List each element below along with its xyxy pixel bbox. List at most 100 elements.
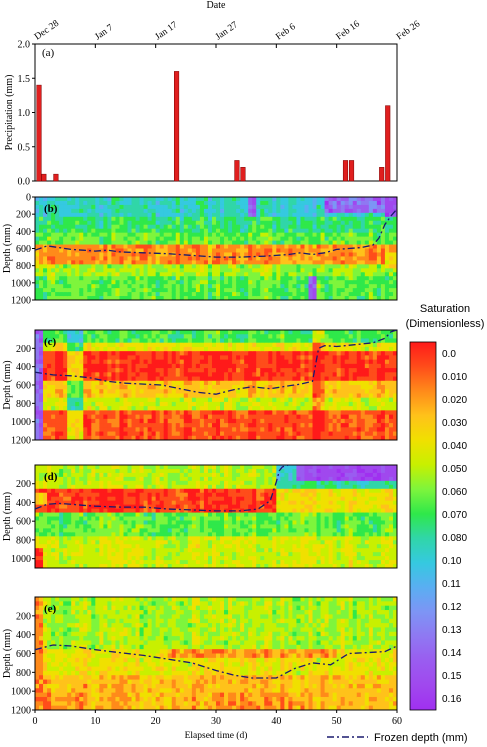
heatmap-cell	[159, 280, 165, 285]
heatmap-cell	[368, 414, 374, 420]
heatmap-cell	[220, 397, 225, 403]
heatmap-cell	[304, 385, 310, 390]
heatmap-cell	[304, 363, 310, 369]
heatmap-cell	[388, 232, 394, 238]
heatmap-cell	[300, 232, 306, 238]
heatmap-cell	[47, 544, 52, 549]
heatmap-cell	[308, 216, 314, 222]
heatmap-cell	[135, 276, 141, 281]
heatmap-cell	[380, 397, 386, 403]
heatmap-cell	[312, 232, 318, 238]
heatmap-cell	[207, 363, 213, 369]
heatmap-cell	[75, 351, 80, 356]
heatmap-cell	[131, 200, 137, 206]
heatmap-cell	[252, 296, 257, 300]
heatmap-cell	[127, 363, 133, 369]
heatmap-cell	[63, 334, 68, 340]
heatmap-cell	[332, 355, 338, 361]
heatmap-cell	[87, 342, 92, 348]
heatmap-cell	[364, 232, 370, 238]
heatmap-cell	[392, 427, 397, 433]
heatmap-cell	[364, 355, 370, 361]
heatmap-cell	[207, 276, 213, 281]
heatmap-cell	[244, 216, 249, 222]
heatmap-cell	[199, 276, 205, 281]
heatmap-cell	[372, 216, 378, 222]
heatmap-cell	[103, 401, 108, 407]
heatmap-cell	[312, 216, 318, 222]
heatmap-cell	[272, 330, 277, 335]
heatmap-cell	[388, 401, 394, 407]
heatmap-cell	[155, 284, 161, 289]
heatmap-cell	[356, 236, 362, 242]
heatmap-cell	[155, 272, 161, 277]
heatmap-cell	[316, 197, 322, 202]
heatmap-cell	[59, 359, 64, 365]
heatmap-cell	[47, 552, 52, 557]
heatmap-cell	[276, 363, 281, 369]
heatmap-cell	[264, 372, 269, 378]
heatmap-cell	[340, 427, 346, 433]
heatmap-cell	[47, 264, 52, 269]
heatmap-cell	[320, 410, 326, 416]
heatmap-cell	[131, 228, 137, 234]
heatmap-cell	[211, 256, 217, 261]
heatmap-cell	[167, 264, 173, 269]
heatmap-cell	[199, 355, 205, 361]
heatmap-cell	[352, 244, 358, 250]
heatmap-cell	[99, 418, 104, 424]
heatmap-cell	[103, 220, 108, 226]
heatmap-cell	[320, 292, 326, 297]
heatmap-cell	[244, 284, 249, 289]
heatmap-cell	[360, 389, 366, 395]
heatmap-cell	[103, 268, 108, 273]
heatmap-cell	[83, 280, 88, 285]
heatmap-cell	[316, 220, 322, 226]
heatmap-cell	[256, 264, 261, 269]
heatmap-cell	[171, 248, 177, 254]
heatmap-cells	[35, 330, 397, 440]
heatmap-cell	[151, 431, 157, 437]
heatmap-cell	[256, 334, 261, 340]
heatmap-cell	[163, 414, 169, 420]
heatmap-cell	[364, 418, 370, 424]
heatmap-cell	[316, 397, 322, 403]
heatmap-cell	[167, 393, 173, 399]
heatmap-cell	[47, 431, 52, 437]
heatmap-cell	[187, 232, 193, 238]
heatmap-cell	[328, 228, 334, 234]
heatmap-cell	[171, 393, 177, 399]
heatmap-cell	[119, 435, 125, 440]
heatmap-cell	[288, 435, 294, 440]
heatmap-cell	[115, 334, 121, 340]
heatmap-cell	[195, 272, 201, 277]
heatmap-cell	[67, 280, 72, 285]
heatmap-cell	[292, 431, 298, 437]
heatmap-cell	[292, 380, 298, 386]
heatmap-cell	[284, 216, 289, 222]
heatmap-cell	[79, 414, 84, 420]
heatmap-cell	[356, 204, 362, 210]
heatmap-cell	[163, 427, 169, 433]
heatmap-cell	[95, 330, 100, 335]
heatmap-cell	[316, 406, 322, 411]
heatmap-cell	[115, 264, 121, 269]
heatmap-cell	[127, 414, 133, 420]
heatmap-cell	[304, 216, 310, 222]
heatmap-cell	[55, 380, 60, 386]
heatmap-cell	[135, 280, 141, 285]
heatmap-cell	[115, 414, 121, 420]
heatmap-cell	[332, 284, 338, 289]
heatmap-cell	[236, 359, 241, 365]
heatmap-cell	[71, 260, 76, 265]
heatmap-cell	[79, 380, 84, 386]
heatmap-cell	[43, 397, 48, 403]
heatmap-cell	[368, 410, 374, 416]
heatmap-cell	[83, 397, 88, 403]
heatmap-cell	[240, 406, 245, 411]
heatmap-cell	[179, 288, 185, 293]
heatmap-cell	[87, 346, 92, 352]
heatmap-cell	[103, 204, 108, 210]
heatmap-cell	[111, 380, 117, 386]
heatmap-cell	[71, 418, 76, 424]
